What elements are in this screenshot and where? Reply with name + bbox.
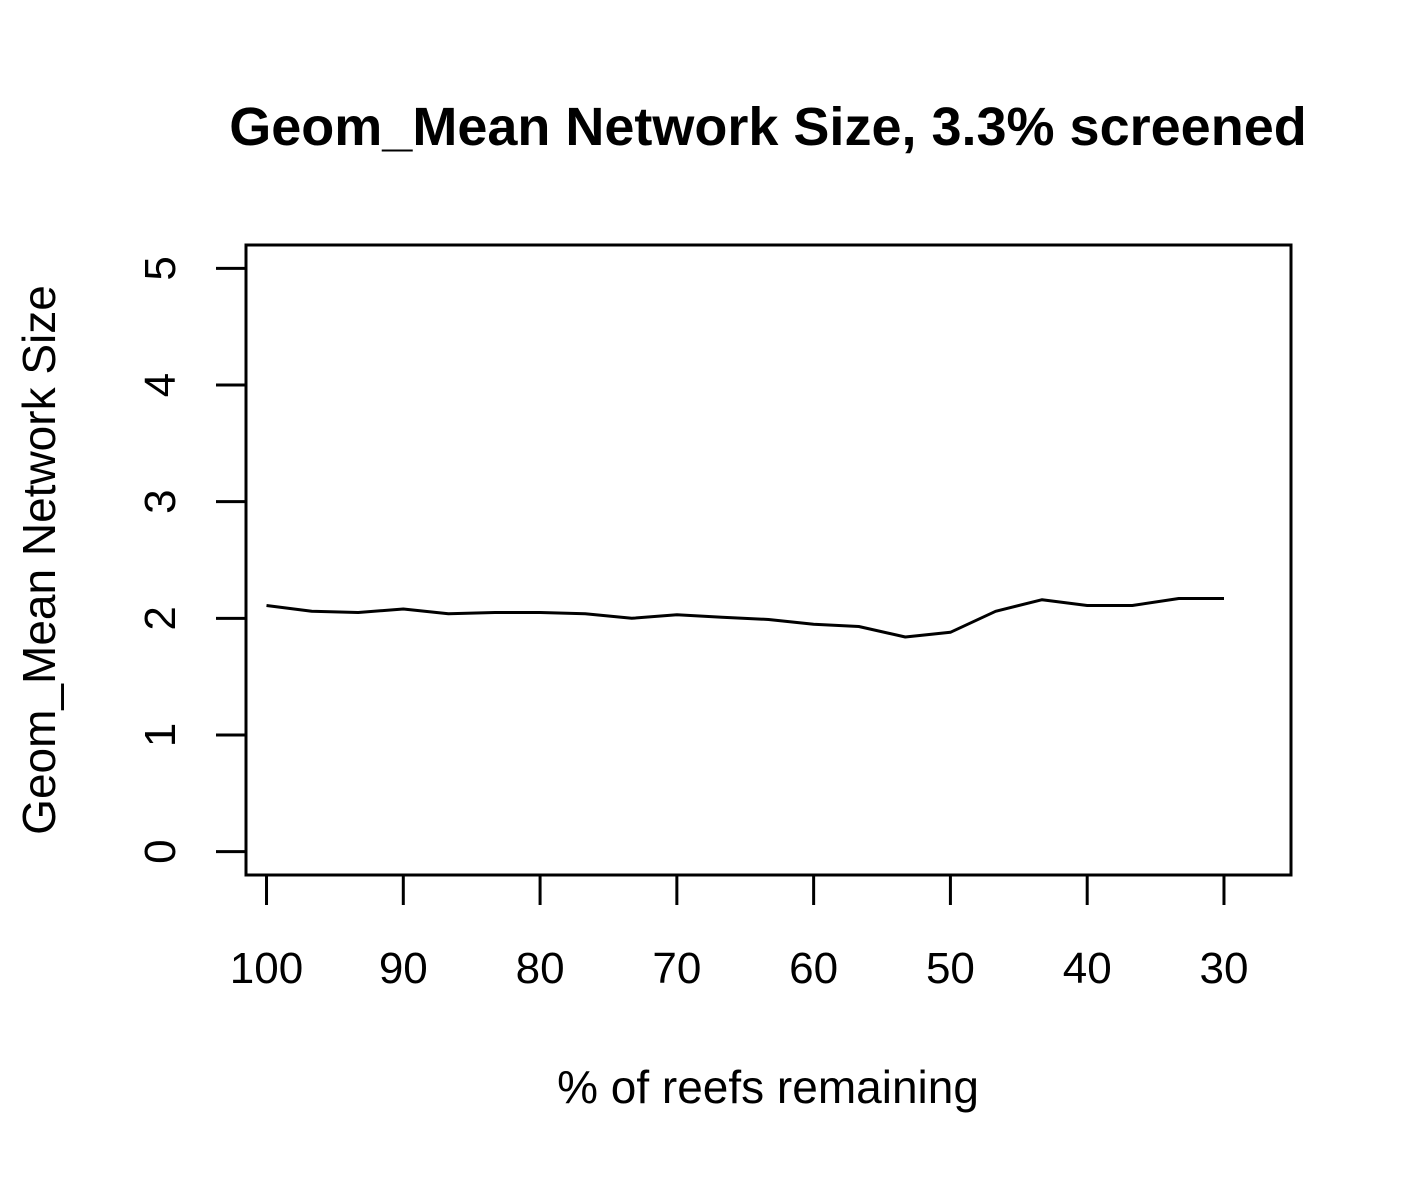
y-tick-label: 1: [136, 723, 185, 747]
x-tick-label: 70: [652, 944, 701, 993]
series-group: [266, 597, 1224, 639]
y-axis: 0 1 2 3 4 5: [136, 256, 248, 864]
x-tick-label: 30: [1200, 944, 1249, 993]
plot-frame: [244, 243, 1293, 877]
y-tick-label: 0: [136, 839, 185, 863]
x-tick-label: 90: [379, 944, 428, 993]
y-tick-label: 5: [136, 256, 185, 280]
x-axis-label: % of reefs remaining: [557, 1061, 979, 1113]
x-tick-label: 50: [926, 944, 975, 993]
y-tick-label: 4: [136, 373, 185, 397]
x-tick-label: 60: [789, 944, 838, 993]
series-line-1: [266, 597, 1224, 639]
y-axis-label: Geom_Mean Network Size: [13, 285, 65, 835]
y-tick-label: 3: [136, 489, 185, 513]
x-axis: 100 90 80 70 60 50 40 30: [230, 873, 1249, 993]
x-tick-label: 40: [1063, 944, 1112, 993]
x-tick-label: 100: [230, 944, 303, 993]
chart-title: Geom_Mean Network Size, 3.3% screened: [229, 97, 1306, 157]
x-tick-label: 80: [516, 944, 565, 993]
y-tick-label: 2: [136, 606, 185, 630]
